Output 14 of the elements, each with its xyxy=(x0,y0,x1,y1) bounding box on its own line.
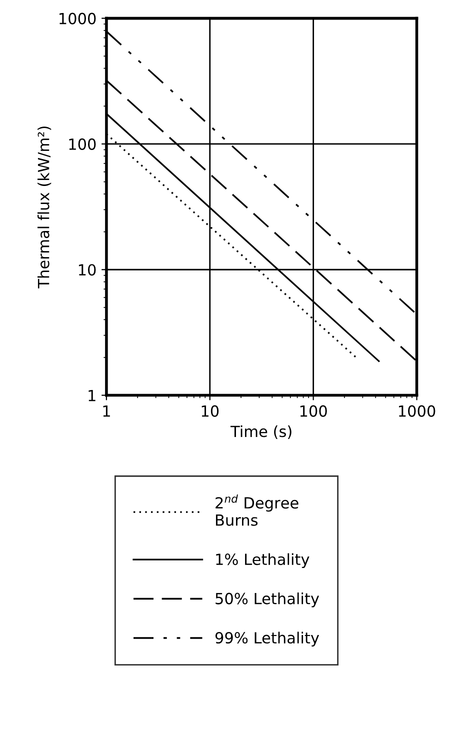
x-tick-label: 1000 xyxy=(398,405,436,417)
legend-label: 1% Lethality xyxy=(216,553,310,568)
legend-label: 2$^{nd}$ Degree Burns xyxy=(216,494,298,526)
y-tick-label: 1000 xyxy=(60,12,96,24)
y-tick-label: 1 xyxy=(88,390,96,402)
x-tick-label: 10 xyxy=(202,405,219,417)
y-axis-title: Thermal flux (kW/m²) xyxy=(38,126,52,288)
x-axis-title: Time (s) xyxy=(230,425,292,439)
x-tick-label: 1 xyxy=(103,405,110,417)
x-tick-label: 100 xyxy=(300,405,327,417)
legend-label: 50% Lethality xyxy=(216,592,320,608)
y-tick-label: 10 xyxy=(78,264,96,276)
legend-label: 99% Lethality xyxy=(215,632,320,647)
y-tick-label: 100 xyxy=(69,138,96,150)
